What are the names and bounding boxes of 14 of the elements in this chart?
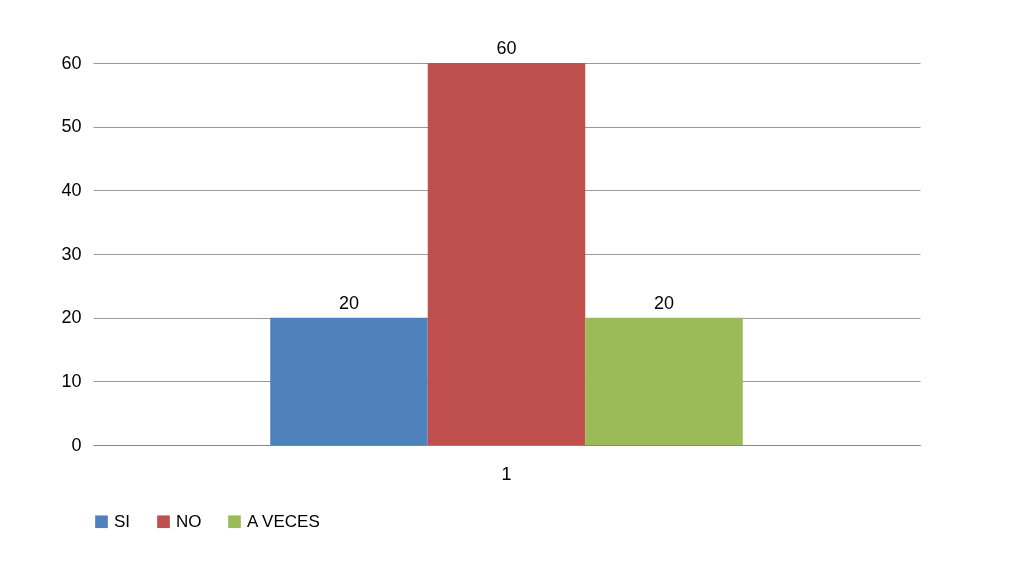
- y-tick-label: 0: [71, 434, 82, 455]
- data-label: 20: [338, 292, 359, 313]
- legend-label: A VECES: [247, 511, 320, 531]
- legend-label: SI: [114, 511, 131, 531]
- data-label: 60: [496, 38, 517, 58]
- y-tick-label: 30: [61, 243, 82, 264]
- x-tick-label: 1: [501, 463, 512, 484]
- y-tick-label: 10: [61, 370, 82, 391]
- y-tick-label: 60: [61, 52, 82, 73]
- legend-label: NO: [176, 511, 202, 531]
- y-tick-label: 20: [61, 307, 82, 328]
- y-tick-label: 40: [61, 179, 82, 200]
- data-label: 20: [654, 292, 675, 313]
- y-tick-label: 50: [61, 116, 82, 137]
